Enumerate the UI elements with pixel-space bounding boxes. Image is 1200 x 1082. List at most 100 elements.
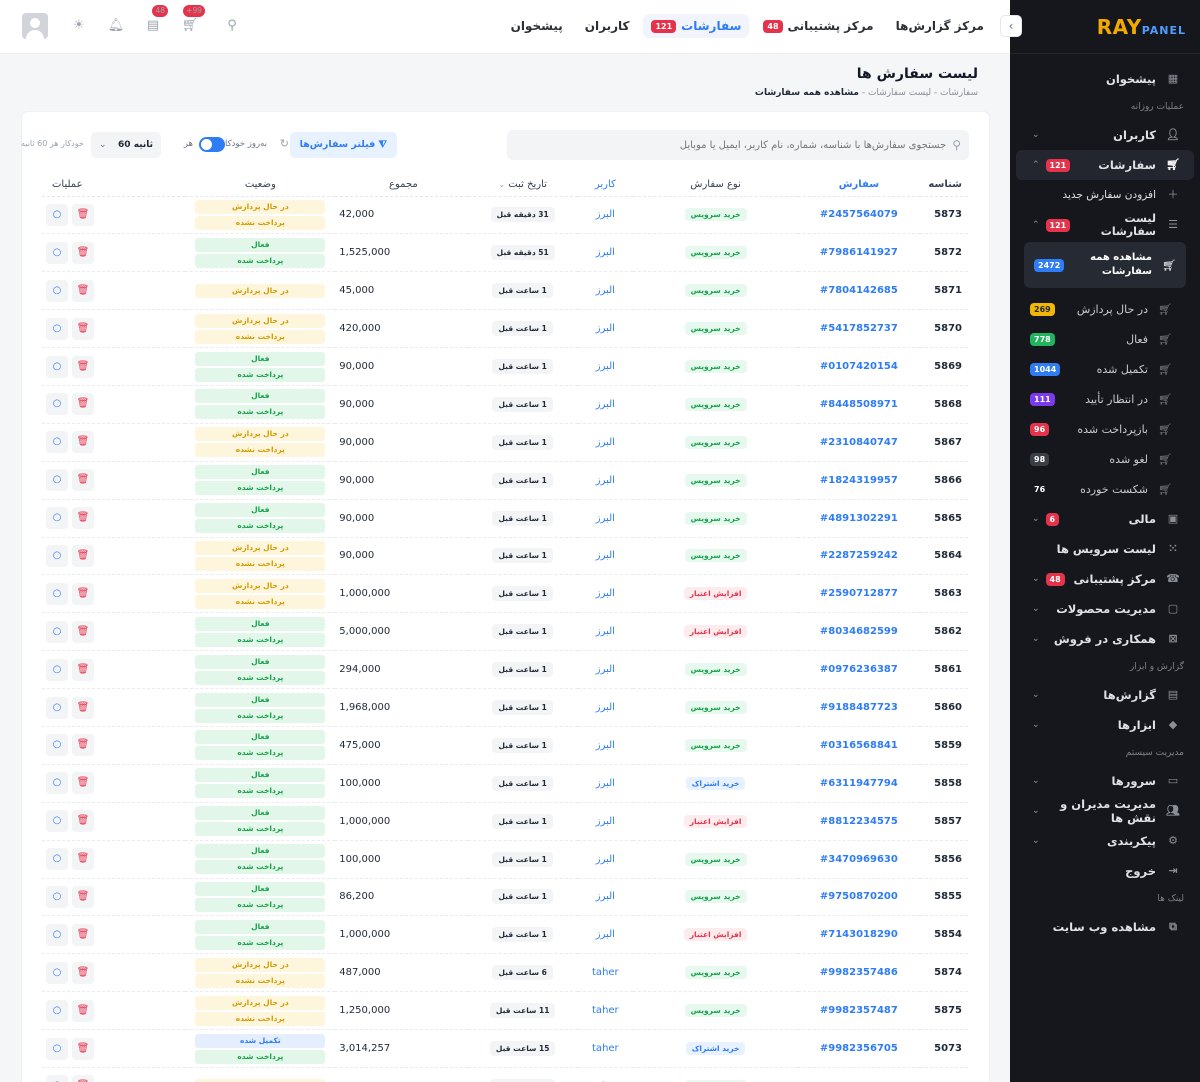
delete-icon[interactable]: 🗑︎: [72, 848, 94, 871]
view-icon[interactable]: ○: [46, 1075, 68, 1082]
delete-icon[interactable]: 🗑︎: [72, 582, 94, 605]
sidebar-item-dashboard[interactable]: ▦ پیشخوان: [1016, 64, 1194, 94]
view-icon[interactable]: ○: [46, 431, 68, 454]
refresh-icon[interactable]: ↻: [279, 137, 289, 150]
cell-order-link[interactable]: #9982357488: [798, 1067, 920, 1082]
delete-icon[interactable]: 🗑︎: [72, 1037, 94, 1060]
view-icon[interactable]: ○: [46, 1037, 68, 1060]
sidebar-sub-status[interactable]: 🛒︎ بازپرداخت شده 96: [1016, 414, 1194, 444]
view-icon[interactable]: ○: [46, 507, 68, 530]
sidebar-item-finance[interactable]: ▣ مالی 6 ⌄: [1016, 504, 1194, 534]
table-row[interactable]: 5854 #7143018290 افزایش اعتبار البرز 1 ساعت …: [42, 915, 968, 955]
cell-user-link[interactable]: taher: [577, 1029, 633, 1068]
interval-select[interactable]: 60 ثانیه ⌄: [91, 132, 161, 158]
nav-dashboard[interactable]: پیشخوان: [503, 14, 571, 38]
table-row[interactable]: 5856 #3470969630 خرید سرویس البرز 1 ساعت قبل…: [42, 840, 968, 879]
cell-user-link[interactable]: taher: [577, 991, 633, 1031]
table-row[interactable]: 5872 #7986141927 خرید سرویس البرز 51 دقیقه ق…: [42, 233, 968, 273]
cell-user-link[interactable]: البرز: [577, 915, 633, 955]
delete-icon[interactable]: 🗑︎: [72, 961, 94, 984]
sidebar-sub-status[interactable]: 🛒︎ لغو شده 98: [1016, 444, 1194, 474]
col-order[interactable]: سفارش: [798, 174, 920, 197]
sidebar-item-config[interactable]: ⚙ پیکربندی ⌄: [1016, 826, 1194, 856]
cell-order-link[interactable]: #7143018290: [798, 915, 920, 955]
cell-order-link[interactable]: #3470969630: [798, 840, 920, 879]
view-icon[interactable]: ○: [46, 544, 68, 567]
sidebar-item-products[interactable]: ▢ مدیریت محصولات ⌄: [1016, 594, 1194, 624]
cell-order-link[interactable]: #5417852737: [798, 309, 920, 349]
table-row[interactable]: 5875 #9982357487 خرید سرویس taher 11 ساعت قب…: [42, 991, 968, 1031]
sidebar-collapse-button[interactable]: ‹: [1000, 15, 1022, 37]
col-total[interactable]: مجموع: [335, 174, 468, 197]
col-date[interactable]: تاریخ ثبت ⌄: [467, 174, 578, 197]
sidebar-item-services[interactable]: ⁙ لیست سرویس ها: [1016, 534, 1194, 564]
sidebar-item-website[interactable]: ⧉ مشاهده وب سایت: [1016, 912, 1194, 942]
view-icon[interactable]: ○: [46, 885, 68, 908]
cell-user-link[interactable]: taher: [577, 1067, 633, 1082]
cell-user-link[interactable]: البرز: [577, 347, 633, 386]
delete-icon[interactable]: 🗑︎: [72, 203, 94, 226]
sidebar-item-tools[interactable]: ◆ ابزارها ⌄: [1016, 710, 1194, 740]
cell-order-link[interactable]: #0107420154: [798, 347, 920, 386]
sidebar-sub-status[interactable]: 🛒︎ فعال 778: [1016, 324, 1194, 354]
delete-icon[interactable]: 🗑︎: [72, 1075, 94, 1082]
sidebar-item-admins[interactable]: 👥︎ مدیریت مدیران و نقش ها ⌄: [1016, 796, 1194, 826]
search-icon[interactable]: ⚲: [227, 18, 237, 33]
delete-icon[interactable]: 🗑︎: [72, 507, 94, 530]
sidebar-item-users[interactable]: 👤︎ کاربران ⌄: [1016, 120, 1194, 150]
cell-order-link[interactable]: #7804142685: [798, 271, 920, 311]
cell-order-link[interactable]: #0976236387: [798, 650, 920, 690]
table-row[interactable]: 5861 #0976236387 خرید سرویس البرز 1 ساعت قبل…: [42, 650, 968, 690]
cell-user-link[interactable]: البرز: [577, 574, 633, 614]
table-row[interactable]: 5873 #2457564079 خرید سرویس البرز 31 دقیقه ق…: [42, 196, 968, 235]
view-icon[interactable]: ○: [46, 355, 68, 378]
delete-icon[interactable]: 🗑︎: [72, 772, 94, 795]
table-row[interactable]: 5871 #7804142685 خرید سرویس البرز 1 ساعت قبل…: [42, 271, 968, 311]
view-icon[interactable]: ○: [46, 317, 68, 340]
cell-order-link[interactable]: #2590712877: [798, 574, 920, 614]
table-row[interactable]: 5860 #9188487723 خرید سرویس البرز 1 ساعت قبل…: [42, 688, 968, 727]
view-icon[interactable]: ○: [46, 469, 68, 492]
nav-reports[interactable]: مرکز گزارش‌ها: [888, 14, 992, 38]
delete-icon[interactable]: 🗑︎: [72, 620, 94, 643]
delete-icon[interactable]: 🗑︎: [72, 810, 94, 833]
message-icon[interactable]: ▤ 48: [140, 5, 168, 39]
sidebar-sub-status[interactable]: 🛒︎ در حال پردازش 269: [1016, 294, 1194, 324]
sidebar-item-order-list[interactable]: ☰ لیست سفارشات 121 ⌃: [1016, 210, 1194, 240]
table-row[interactable]: 5073 #9982356705 خرید اشتراک taher 15 ساعت ق…: [42, 1029, 968, 1068]
view-icon[interactable]: ○: [46, 961, 68, 984]
cell-user-link[interactable]: البرز: [577, 612, 633, 652]
view-icon[interactable]: ○: [46, 696, 68, 719]
cell-user-link[interactable]: البرز: [577, 233, 633, 273]
cell-user-link[interactable]: البرز: [577, 499, 633, 538]
cell-user-link[interactable]: البرز: [577, 688, 633, 727]
view-icon[interactable]: ○: [46, 923, 68, 946]
search-input[interactable]: [526, 139, 947, 151]
sidebar-item-servers[interactable]: ▭ سرورها ⌄: [1016, 766, 1194, 796]
cell-order-link[interactable]: #9188487723: [798, 688, 920, 727]
table-row[interactable]: 5866 #1824319957 خرید سرویس البرز 1 ساعت قبل…: [42, 461, 968, 500]
delete-icon[interactable]: 🗑︎: [72, 431, 94, 454]
cell-user-link[interactable]: البرز: [577, 650, 633, 690]
table-row[interactable]: 5859 #0316568841 خرید سرویس البرز 1 ساعت قبل…: [42, 726, 968, 765]
delete-icon[interactable]: 🗑︎: [72, 279, 94, 302]
bell-icon[interactable]: 🔔︎: [107, 18, 125, 33]
cell-order-link[interactable]: #2310840747: [798, 423, 920, 462]
table-row[interactable]: 5874 #9982357486 خرید سرویس taher 6 ساعت قبل…: [42, 953, 968, 993]
sidebar-item-logout[interactable]: ⇥ خروج: [1016, 856, 1194, 886]
cell-order-link[interactable]: #9982357487: [798, 991, 920, 1031]
cell-user-link[interactable]: البرز: [577, 878, 633, 917]
view-icon[interactable]: ○: [46, 772, 68, 795]
cell-user-link[interactable]: البرز: [577, 802, 633, 841]
delete-icon[interactable]: 🗑︎: [72, 469, 94, 492]
view-icon[interactable]: ○: [46, 999, 68, 1022]
delete-icon[interactable]: 🗑︎: [72, 999, 94, 1022]
filter-orders-button[interactable]: ⧩ فیلتر سفارش‌ها: [289, 132, 397, 158]
table-row[interactable]: 5855 #9750870200 خرید سرویس البرز 1 ساعت قبل…: [42, 878, 968, 917]
cell-order-link[interactable]: #9982356705: [798, 1029, 920, 1068]
cell-user-link[interactable]: البرز: [577, 537, 633, 576]
table-row[interactable]: 5865 #4891302291 خرید سرویس البرز 1 ساعت قبل…: [42, 499, 968, 538]
sidebar-sub-status[interactable]: 🛒︎ شکست خورده 76: [1016, 474, 1194, 504]
cell-user-link[interactable]: البرز: [577, 385, 633, 424]
cell-order-link[interactable]: #6311947794: [798, 764, 920, 803]
